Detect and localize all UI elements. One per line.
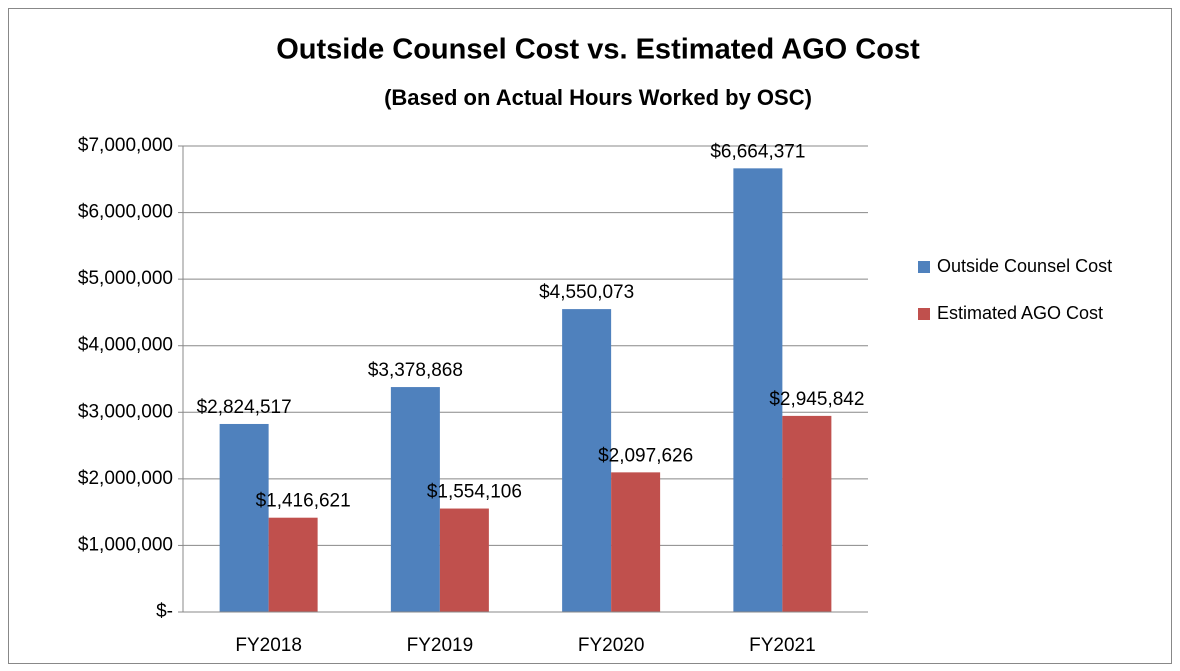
value-label: $2,097,626 — [598, 445, 693, 466]
x-tick-label: FY2020 — [578, 635, 645, 656]
legend-swatch — [918, 308, 930, 320]
y-tick-label: $3,000,000 — [78, 401, 173, 422]
bar — [733, 168, 783, 612]
value-label: $6,664,371 — [710, 141, 805, 162]
y-tick-label: $6,000,000 — [78, 202, 173, 223]
value-label: $1,416,621 — [256, 491, 351, 512]
value-label: $2,945,842 — [769, 389, 864, 410]
value-label: $3,378,868 — [368, 360, 463, 381]
y-tick-label: $7,000,000 — [78, 135, 173, 156]
y-tick-label: $5,000,000 — [78, 268, 173, 289]
legend-label: Outside Counsel Cost — [937, 256, 1112, 276]
x-tick-label: FY2021 — [749, 635, 816, 656]
bar — [390, 387, 440, 612]
bar — [782, 415, 832, 612]
y-tick-label: $4,000,000 — [78, 335, 173, 356]
y-tick-label: $2,000,000 — [78, 468, 173, 489]
bar — [268, 517, 318, 612]
bar — [219, 423, 269, 612]
legend-swatch — [918, 261, 930, 273]
value-label: $4,550,073 — [539, 282, 634, 303]
y-tick-label: $- — [156, 601, 173, 622]
bar — [439, 508, 489, 612]
x-tick-label: FY2019 — [407, 635, 474, 656]
value-label: $1,554,106 — [427, 482, 522, 503]
bar — [562, 309, 612, 612]
legend-label: Estimated AGO Cost — [937, 303, 1103, 323]
value-label: $2,824,517 — [197, 397, 292, 418]
chart-subtitle: (Based on Actual Hours Worked by OSC) — [384, 85, 812, 110]
y-tick-label: $1,000,000 — [78, 534, 173, 555]
bar — [611, 472, 661, 612]
chart-title: Outside Counsel Cost vs. Estimated AGO C… — [276, 34, 920, 66]
x-tick-label: FY2018 — [235, 635, 302, 656]
